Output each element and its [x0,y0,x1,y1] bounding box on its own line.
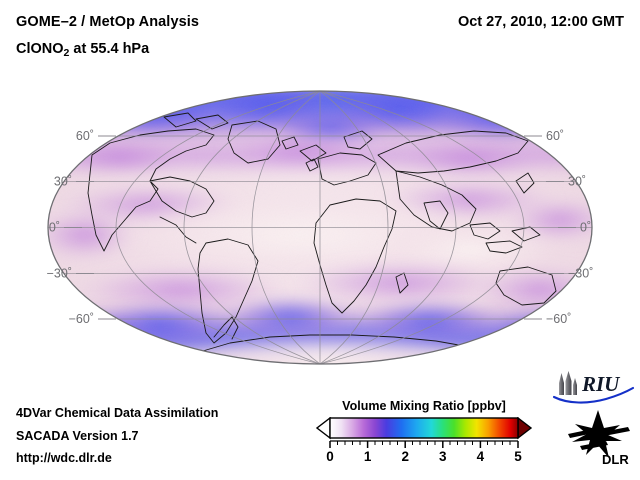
colorbar-title: Volume Mixing Ratio [ppbv] [342,399,506,413]
graticule [48,91,592,364]
timestamp: Oct 27, 2010, 12:00 GMT [457,14,624,30]
lat-label-30s-left: −30˚ [47,267,72,281]
lat-label-30s-right: −30˚ [568,267,593,281]
dlr-logo: DLR [562,408,636,466]
dlr-mark-icon [568,410,630,458]
lat-label-60s-left: −60˚ [69,312,94,326]
colorbar-tick-labels: 0 1 2 3 4 5 [326,449,522,463]
cb-tick-2: 2 [401,449,409,463]
colorbar-gradient [329,417,519,439]
lat-label-30n-right: 30˚ [568,175,586,189]
colorbar-under-arrow [316,417,331,440]
lat-label-60n-right: 60˚ [546,129,564,143]
cb-tick-4: 4 [477,449,485,463]
riu-logo: RIU [552,371,636,405]
colorbar-minor-ticks [337,441,511,445]
map-panel: 60˚ 30˚ 0˚ −30˚ −60˚ 60˚ 30˚ 0˚ −30˚ −60… [0,85,640,380]
colorbar: Volume Mixing Ratio [ppbv] [316,399,532,463]
data-field [48,91,592,364]
footer-line-version: SACADA Version 1.7 [16,428,139,443]
cb-tick-5: 5 [514,449,522,463]
spires-icon [559,371,577,395]
colorbar-scale: 0 1 2 3 4 5 [316,417,532,463]
footer-line-method: 4DVar Chemical Data Assimilation [16,406,219,420]
latitude-labels-right: 60˚ 30˚ 0˚ −30˚ −60˚ [546,129,593,326]
latitude-labels-left: 60˚ 30˚ 0˚ −30˚ −60˚ [47,129,94,326]
lat-label-30n-left: 30˚ [54,175,72,189]
lat-label-60s-right: −60˚ [546,312,571,326]
latitude-ticks [64,135,576,320]
lat-label-60n-left: 60˚ [76,129,94,143]
cb-tick-3: 3 [439,449,447,463]
lat-label-0-right: 0˚ [580,221,591,235]
lat-label-0-left: 0˚ [49,221,60,235]
dlr-wordmark: DLR [602,452,629,466]
mollweide-map: 60˚ 30˚ 0˚ −30˚ −60˚ 60˚ 30˚ 0˚ −30˚ −60… [47,90,593,365]
wave-icon [552,386,635,404]
colorbar-major-ticks [329,441,519,448]
footer-text: 4DVar Chemical Data Assimilation SACADA … [16,402,218,470]
species-level: at 55.4 hPa [69,41,150,57]
species-subtitle: ClONO2 at 55.4 hPa [16,41,149,59]
species-name: ClONO [16,41,64,57]
globe-outline [47,90,593,365]
cb-tick-1: 1 [364,449,372,463]
species-subscript: 2 [63,47,70,59]
riu-wordmark: RIU [581,372,621,396]
page-title: GOME–2 / MetOp Analysis [16,14,200,30]
footer-line-url[interactable]: http://wdc.dlr.de [16,451,112,465]
cb-tick-0: 0 [326,449,334,463]
colorbar-over-arrow [517,417,532,440]
